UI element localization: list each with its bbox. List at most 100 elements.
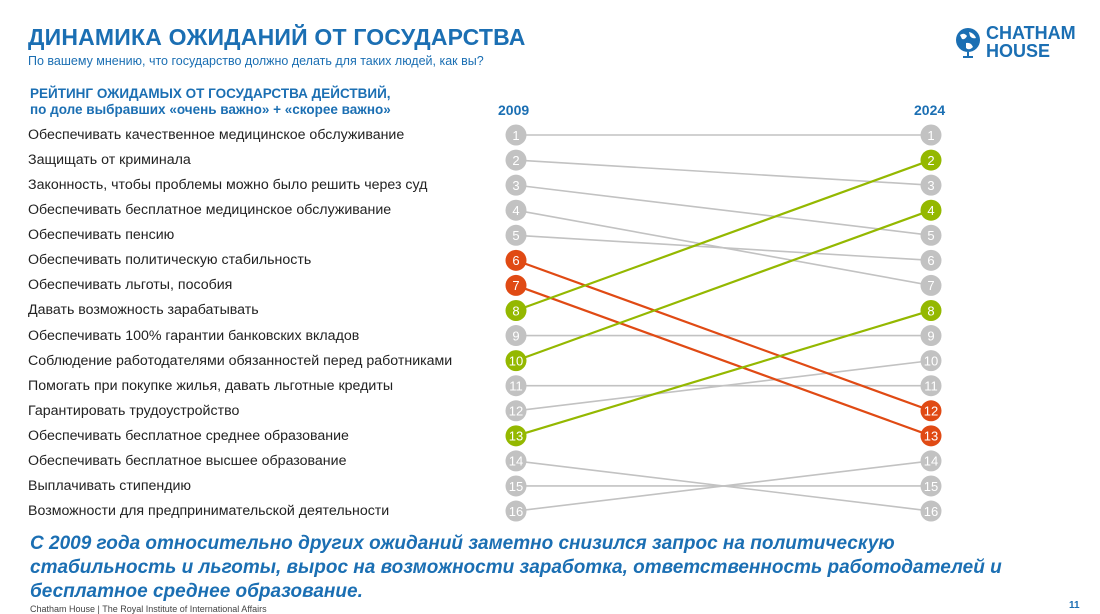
rank-2024-item-10-value: 4 — [927, 203, 934, 218]
slope-line-2 — [515, 159, 932, 186]
item-label-10: Соблюдение работодателями обязанностей п… — [28, 352, 453, 369]
slope-line-7 — [515, 284, 932, 437]
rank-2009-item-3-marker — [505, 174, 527, 196]
page-title: ДИНАМИКА ОЖИДАНИЙ ОТ ГОСУДАРСТВА — [28, 24, 526, 50]
slope-line-16 — [515, 460, 932, 512]
rank-2009-item-4-value: 4 — [512, 203, 519, 218]
rank-2009-item-8-marker — [505, 299, 527, 321]
rank-2024-item-10-marker — [920, 199, 942, 221]
rank-2009-item-2-marker — [505, 149, 527, 171]
rank-2024-item-1-marker — [920, 124, 942, 146]
rank-2024-item-15-marker — [920, 475, 942, 497]
slope-line-12 — [515, 359, 932, 412]
rank-2024-item-16-value: 14 — [924, 454, 938, 469]
rank-2009-item-16-marker — [505, 500, 527, 522]
rank-2009-item-1-value: 1 — [512, 128, 519, 143]
rank-2009-item-2-value: 2 — [512, 153, 519, 168]
ranking-heading: РЕЙТИНГ ОЖИДАМЫХ ОТ ГОСУДАРСТВА ДЕЙСТВИЙ… — [30, 86, 391, 118]
slope-line-8 — [515, 159, 932, 312]
rank-2024-item-4-marker — [920, 274, 942, 296]
rank-2009-item-15-marker — [505, 475, 527, 497]
page-subtitle: По вашему мнению, что государство должно… — [28, 54, 484, 68]
year-2024-label: 2024 — [914, 102, 946, 118]
rank-2024-item-13-marker — [920, 299, 942, 321]
page-number: 11 — [1069, 600, 1080, 611]
slope-line-10 — [515, 209, 932, 362]
rank-2009-item-3-value: 3 — [512, 178, 519, 193]
rank-2009-item-13-value: 13 — [509, 429, 523, 444]
rank-2024-item-6-value: 12 — [924, 404, 938, 419]
logo-text-line1: CHATHAM — [986, 23, 1076, 43]
rank-2024-item-12-marker — [920, 350, 942, 372]
rank-2009-item-12-marker — [505, 400, 527, 422]
rank-2009-item-8-value: 8 — [512, 303, 519, 318]
rank-2024-item-2-marker — [920, 174, 942, 196]
rank-2024-item-3-marker — [920, 224, 942, 246]
rank-2024-item-8-marker — [920, 149, 942, 171]
rank-2024-item-16-marker — [920, 450, 942, 472]
item-label-8: Давать возможность зарабатывать — [28, 302, 259, 319]
item-label-13: Обеспечивать бесплатное среднее образова… — [28, 427, 349, 444]
rank-2024-item-8-value: 2 — [927, 153, 934, 168]
rank-2024-item-6-marker — [920, 400, 942, 422]
rank-2024-item-14-value: 16 — [924, 504, 938, 519]
globe-icon — [956, 28, 980, 58]
rank-2009-item-11-marker — [505, 375, 527, 397]
conclusion-text: С 2009 года относительно других ожиданий… — [30, 533, 1002, 602]
item-label-2: Защищать от криминала — [28, 152, 191, 169]
item-label-9: Обеспечивать 100% гарантии банковских вк… — [28, 327, 360, 344]
slope-line-3 — [515, 184, 932, 237]
rank-2009-item-14-value: 14 — [509, 454, 523, 469]
item-label-16: Возможности для предпринимательской деят… — [28, 503, 390, 520]
ranking-heading-line2: по доле выбравших «очень важно» + «скоре… — [30, 102, 391, 117]
slope-line-13 — [515, 309, 932, 437]
rank-2024-item-2-value: 3 — [927, 178, 934, 193]
rank-2024-item-5-value: 6 — [927, 253, 934, 268]
rank-2024-item-3-value: 5 — [927, 228, 934, 243]
rank-2024-item-5-marker — [920, 249, 942, 271]
item-label-7: Обеспечивать льготы, пособия — [28, 277, 233, 294]
rank-2009-item-1-marker — [505, 124, 527, 146]
rank-2024-item-14-marker — [920, 500, 942, 522]
rank-2009-item-7-value: 7 — [512, 278, 519, 293]
rank-2009-item-9-marker — [505, 325, 527, 347]
rank-2009-item-15-value: 15 — [509, 479, 523, 494]
rank-2009-item-6-value: 6 — [512, 253, 519, 268]
rank-2009-item-16-value: 16 — [509, 504, 523, 519]
rank-2024-item-11-value: 11 — [924, 379, 938, 394]
year-2009-label: 2009 — [498, 102, 530, 118]
rank-2024-item-7-value: 13 — [924, 429, 938, 444]
rank-2009-item-5-value: 5 — [512, 228, 519, 243]
item-label-1: Обеспечивать качественное медицинское об… — [28, 127, 405, 143]
footer-text: Chatham House | The Royal Institute of I… — [30, 604, 267, 614]
rank-2009-item-11-value: 11 — [509, 379, 523, 394]
rank-2024-item-7-marker — [920, 425, 942, 447]
logo-text-line2: HOUSE — [986, 41, 1051, 61]
rank-2009-item-10-value: 10 — [509, 353, 523, 368]
item-label-11: Помогать при покупке жилья, давать льгот… — [28, 377, 394, 394]
rank-2009-item-5-marker — [505, 224, 527, 246]
rank-2024-item-15-value: 15 — [924, 479, 938, 494]
rank-2024-item-4-value: 7 — [927, 278, 934, 293]
rank-2024-item-13-value: 8 — [927, 303, 934, 318]
rank-2009-item-12-value: 12 — [509, 404, 523, 419]
rank-2024-item-11-marker — [920, 375, 942, 397]
item-label-12: Гарантировать трудоустройство — [28, 402, 240, 419]
item-label-15: Выплачивать стипендию — [28, 477, 192, 494]
rank-2024-item-9-value: 9 — [927, 328, 934, 343]
item-label-6: Обеспечивать политическую стабильность — [28, 252, 312, 269]
chatham-house-logo: CHATHAM HOUSE — [954, 24, 1086, 64]
rank-2009-item-13-marker — [505, 425, 527, 447]
rank-2024-item-12-value: 10 — [924, 353, 938, 368]
item-label-4: Обеспечивать бесплатное медицинское обсл… — [28, 202, 392, 219]
rank-2009-item-6-marker — [505, 249, 527, 271]
rank-2009-item-9-value: 9 — [512, 328, 519, 343]
item-label-14: Обеспечивать бесплатное высшее образован… — [28, 452, 347, 469]
slope-line-5 — [515, 234, 932, 262]
item-label-3: Законность, чтобы проблемы можно было ре… — [28, 177, 428, 194]
rank-2009-item-14-marker — [505, 450, 527, 472]
rank-2009-item-7-marker — [505, 274, 527, 296]
rank-2024-item-1-value: 1 — [927, 128, 934, 143]
item-label-5: Обеспечивать пенсию — [28, 227, 175, 244]
